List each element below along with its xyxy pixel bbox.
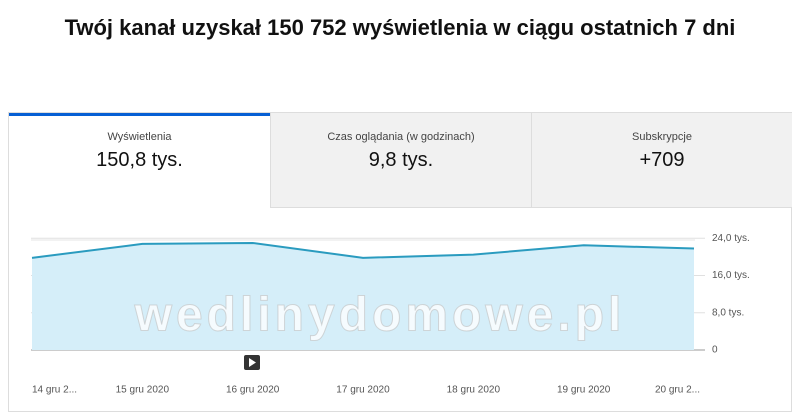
x-tick-label: 17 gru 2020 bbox=[336, 385, 390, 396]
y-tick-label: 0 bbox=[712, 345, 718, 356]
x-tick-label: 19 gru 2020 bbox=[557, 385, 611, 396]
y-tick-label: 24,0 tys. bbox=[712, 233, 750, 244]
x-tick-label: 15 gru 2020 bbox=[116, 385, 170, 396]
tab[interactable]: Czas oglądania (w godzinach) 9,8 tys. bbox=[270, 113, 531, 208]
tab[interactable]: Subskrypcje +709 bbox=[531, 113, 792, 208]
watermark: wedlinydomowe.pl bbox=[134, 289, 626, 342]
tab-label: Subskrypcje bbox=[632, 131, 692, 143]
y-tick-label: 16,0 tys. bbox=[712, 270, 750, 281]
page-title: Twój kanał uzyskał 150 752 wyświetlenia … bbox=[64, 15, 736, 40]
x-tick-label: 18 gru 2020 bbox=[447, 385, 501, 396]
tab[interactable]: Wyświetlenia 150,8 tys. bbox=[9, 113, 270, 208]
line bbox=[31, 241, 695, 259]
tab-label: Wyświetlenia bbox=[107, 131, 172, 143]
x-tick-label: 16 gru 2020 bbox=[226, 385, 280, 396]
y-tick-label: 8,0 tys. bbox=[712, 307, 744, 318]
annotation-icon[interactable] bbox=[244, 355, 260, 370]
area bbox=[32, 242, 694, 350]
tab-value: 150,8 tys. bbox=[96, 149, 183, 171]
x-tick-label: 20 gru 2... bbox=[655, 385, 700, 396]
tab-label: Czas oglądania (w godzinach) bbox=[327, 131, 475, 143]
tab-value: +709 bbox=[639, 149, 685, 171]
x-tick-label: 14 gru 2... bbox=[32, 385, 77, 396]
tab-value: 9,8 tys. bbox=[368, 149, 434, 171]
